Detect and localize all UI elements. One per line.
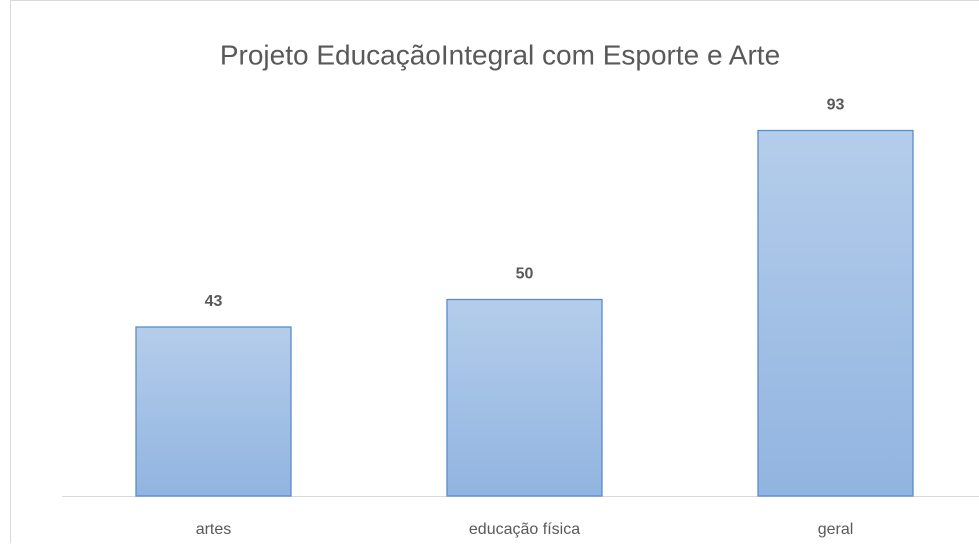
x-tick-label: educação física bbox=[469, 521, 580, 538]
chart-title: Projeto EducaçãoIntegral com Esporte e A… bbox=[220, 39, 780, 70]
bar bbox=[447, 300, 602, 497]
data-label: 93 bbox=[827, 97, 845, 114]
bar bbox=[136, 327, 291, 496]
x-tick-label: geral bbox=[818, 521, 854, 538]
bar bbox=[758, 131, 913, 496]
data-label: 43 bbox=[205, 293, 223, 310]
data-label: 50 bbox=[516, 266, 534, 283]
x-tick-label: artes bbox=[196, 521, 232, 538]
